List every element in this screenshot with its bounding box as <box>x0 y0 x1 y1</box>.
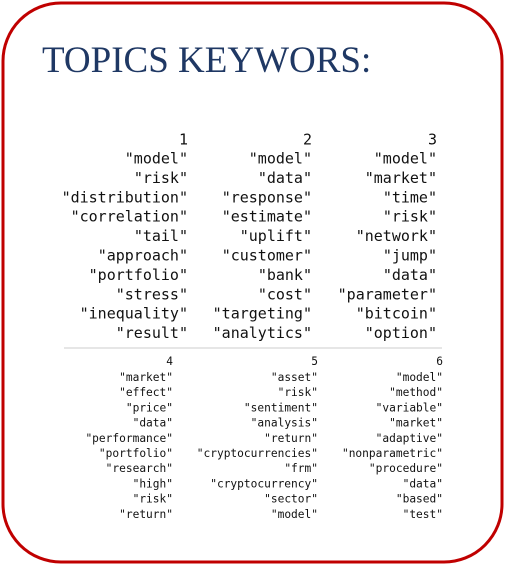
keyword: "network" <box>356 227 437 245</box>
keyword: "asset" <box>271 371 318 384</box>
keyword: "sentiment" <box>244 401 318 414</box>
keyword: "model" <box>374 150 437 168</box>
keyword: "model" <box>271 508 318 521</box>
keyword: "portfolio" <box>99 447 173 460</box>
keyword: "portfolio" <box>89 266 188 284</box>
keyword: "frm" <box>284 462 318 475</box>
keyword: "response" <box>222 188 312 206</box>
keyword: "return" <box>119 508 173 521</box>
keyword: "cryptocurrencies" <box>197 447 318 460</box>
column-header: 4 <box>166 355 173 368</box>
keyword: "price" <box>126 401 173 414</box>
keyword: "cryptocurrency" <box>210 477 318 490</box>
keyword: "risk" <box>278 386 318 399</box>
keyword: "bank" <box>258 266 312 284</box>
column-header: 1 <box>179 131 188 149</box>
keyword: "data" <box>258 169 312 187</box>
keyword: "jump" <box>383 247 437 265</box>
keyword: "nonparametric" <box>342 447 443 460</box>
keyword: "research" <box>106 462 173 475</box>
keyword: "option" <box>365 324 437 342</box>
keyword: "result" <box>116 324 188 342</box>
keyword: "customer" <box>222 247 312 265</box>
keyword: "model" <box>396 371 443 384</box>
keyword: "stress" <box>116 285 188 303</box>
keyword: "distribution" <box>62 188 188 206</box>
keyword: "correlation" <box>71 208 188 226</box>
keyword: "data" <box>383 266 437 284</box>
column-header: 6 <box>436 355 443 368</box>
keyword: "estimate" <box>222 208 312 226</box>
keyword: "procedure" <box>369 462 443 475</box>
keyword: "model" <box>249 150 312 168</box>
keyword: "performance" <box>85 432 173 445</box>
keyword: "time" <box>383 188 437 206</box>
keyword: "high" <box>133 477 173 490</box>
keyword: "uplift" <box>240 227 312 245</box>
keyword: "inequality" <box>80 305 188 323</box>
keyword: "risk" <box>133 493 173 506</box>
keyword: "model" <box>125 150 188 168</box>
column-header: 5 <box>311 355 318 368</box>
keyword: "adaptive" <box>376 432 443 445</box>
keyword: "cost" <box>258 285 312 303</box>
keyword: "targeting" <box>213 305 312 323</box>
keyword: "test" <box>403 508 443 521</box>
keyword: "variable" <box>376 401 443 414</box>
keyword: "tail" <box>134 227 188 245</box>
keyword: "analysis" <box>251 417 318 430</box>
keyword: "based" <box>396 493 443 506</box>
keyword: "market" <box>365 169 437 187</box>
keyword: "parameter" <box>338 285 437 303</box>
keyword: "data" <box>133 417 173 430</box>
keyword: "effect" <box>119 386 173 399</box>
keyword: "method" <box>389 386 443 399</box>
keyword: "sector" <box>264 493 318 506</box>
column-header: 2 <box>303 131 312 149</box>
keyword: "risk" <box>383 208 437 226</box>
keyword: "analytics" <box>213 324 312 342</box>
keyword: "bitcoin" <box>356 305 437 323</box>
keyword: "return" <box>264 432 318 445</box>
keyword: "market" <box>119 371 173 384</box>
keyword: "data" <box>403 477 443 490</box>
keyword: "risk" <box>134 169 188 187</box>
keyword: "market" <box>389 417 443 430</box>
keyword: "approach" <box>98 247 188 265</box>
title: TOPICS KEYWORS: <box>42 40 371 81</box>
column-header: 3 <box>428 131 437 149</box>
